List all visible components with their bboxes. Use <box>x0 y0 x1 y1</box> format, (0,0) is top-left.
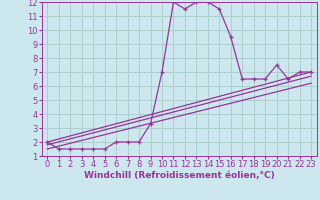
X-axis label: Windchill (Refroidissement éolien,°C): Windchill (Refroidissement éolien,°C) <box>84 171 275 180</box>
